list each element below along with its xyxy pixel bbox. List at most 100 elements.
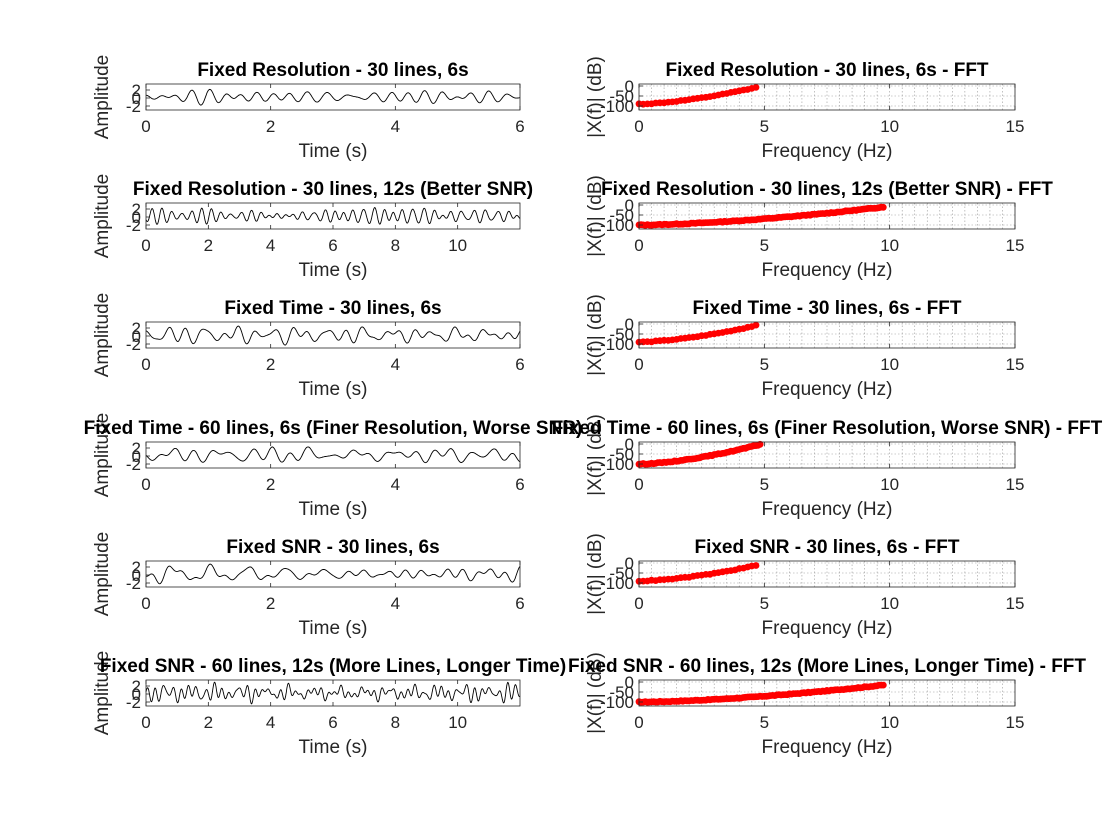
x-tick-label: 5 [760,713,769,732]
x-tick-label: 6 [328,713,337,732]
time-signal-line [145,563,521,585]
time-signal-line [145,88,521,106]
fft-point [879,681,887,689]
y-tick-label: 0 [625,77,634,96]
x-tick-label: 8 [391,236,400,255]
y-tick-label: -50 [609,206,634,225]
fft-markers [635,681,887,706]
axes-box [638,321,1016,349]
x-tick-label: 10 [880,594,899,613]
fft-point [752,321,760,329]
subplot-title: Fixed Time - 30 lines, 6s - FFT [693,298,962,319]
x-tick-label: 4 [391,355,400,374]
y-tick-label: -50 [609,683,634,702]
x-tick-label: 0 [634,475,643,494]
y-tick-label: 0 [132,447,141,466]
x-axis-label: Frequency (Hz) [762,260,893,281]
x-tick-label: 6 [328,236,337,255]
grid-lines [639,322,1015,348]
time-signal-line [145,207,521,225]
axes-box [145,560,521,588]
x-tick-label: 0 [141,713,150,732]
y-tick-label: -2 [126,97,141,116]
y-tick-label: -100 [600,97,634,116]
y-axis-label: |X(f)| (dB) [585,533,606,615]
axes-box [145,441,521,469]
y-tick-label: -100 [600,693,634,712]
x-tick-label: 15 [1006,594,1025,613]
time-signal-line [145,325,521,346]
y-axis-label: |X(f)| (dB) [585,414,606,496]
subplot-title: Fixed SNR - 60 lines, 12s (More Lines, L… [100,656,566,677]
x-axis-label: Time (s) [299,499,368,520]
fft-point [879,203,887,211]
y-tick-label: 0 [132,685,141,704]
y-tick-label: -100 [600,216,634,235]
y-tick-label: -2 [126,574,141,593]
axes-box [638,679,1016,707]
x-tick-label: 5 [760,117,769,136]
x-tick-label: 0 [141,475,150,494]
y-axis-label: Amplitude [92,651,113,736]
x-axis-label: Frequency (Hz) [762,379,893,400]
time-signal-line [145,681,521,705]
x-axis-label: Time (s) [299,260,368,281]
subplot-12-fft: 0 5 10 15 -100-500 Frequency (Hz) |X(f)| (dB)F… [568,652,1086,758]
x-tick-label: 0 [141,355,150,374]
y-tick-label: 0 [132,327,141,346]
x-tick-label: 8 [391,713,400,732]
x-axis-label: Frequency (Hz) [762,737,893,758]
axes-box [638,83,1016,111]
fft-markers [635,203,887,229]
y-tick-label: 0 [132,566,141,585]
axes-box [145,321,521,349]
x-axis-label: Time (s) [299,141,368,162]
subplot-4-fft: 0 5 10 15 -100-500 Frequency (Hz) |X(f)| (dB)F… [585,175,1053,281]
y-tick-label: 2 [132,558,141,577]
x-tick-label: 10 [880,713,899,732]
fft-point [756,440,764,448]
x-tick-label: 10 [448,236,467,255]
x-tick-label: 6 [515,117,524,136]
x-tick-label: 15 [1006,117,1025,136]
subplot-title: Fixed Resolution - 30 lines, 6s [197,60,468,81]
fft-markers [635,562,760,585]
fft-markers [635,440,764,468]
x-tick-label: 0 [634,117,643,136]
y-tick-label: 0 [625,673,634,692]
x-axis-label: Time (s) [299,379,368,400]
x-axis-label: Frequency (Hz) [762,618,893,639]
y-axis-label: Amplitude [92,293,113,378]
subplot-10-fft: 0 5 10 15 -100-500 Frequency (Hz) |X(f)| (dB) F… [585,533,1024,639]
y-tick-label: 0 [625,196,634,215]
x-tick-label: 10 [880,475,899,494]
y-tick-label: 2 [132,319,141,338]
fft-point [752,562,760,569]
x-tick-label: 5 [760,475,769,494]
x-axis-label: Frequency (Hz) [762,141,893,162]
x-tick-label: 0 [634,594,643,613]
subplot-title: Fixed SNR - 30 lines, 6s [226,537,439,558]
x-tick-label: 2 [204,713,213,732]
x-tick-label: 4 [391,475,400,494]
x-tick-label: 4 [266,236,275,255]
x-tick-label: 2 [204,236,213,255]
x-tick-label: 10 [880,117,899,136]
y-axis-label: |X(f)| (dB) [585,56,606,138]
axes-box [638,441,1016,469]
subplot-8-fft: 0 5 10 15 -100-500 Frequency (Hz) |X(f)| (dB)F… [552,414,1103,520]
x-axis-label: Time (s) [299,618,368,639]
time-signal-line [145,446,521,464]
y-tick-label: 0 [625,315,634,334]
y-tick-label: -2 [126,693,141,712]
y-tick-label: -100 [600,335,634,354]
x-tick-label: 0 [141,594,150,613]
subplot-title: Fixed Time - 30 lines, 6s [224,298,441,319]
